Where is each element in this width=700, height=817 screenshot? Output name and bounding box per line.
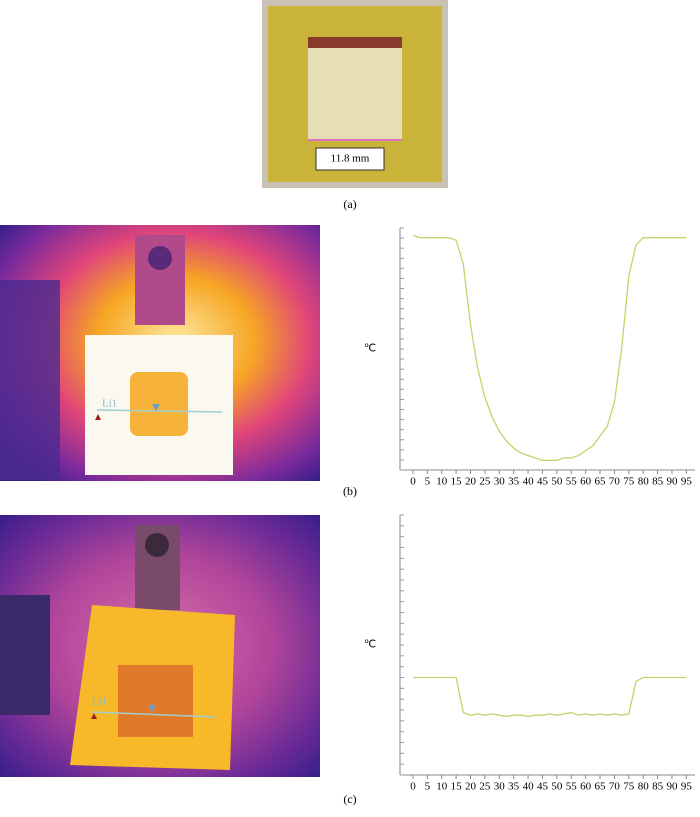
- x-tick-label: 85: [652, 781, 664, 793]
- sample-photo: [262, 0, 448, 188]
- x-tick-label: 85: [652, 476, 664, 488]
- x-tick-label: 15: [451, 781, 463, 793]
- data-line: [412, 676, 687, 718]
- x-tick-label: 70: [609, 781, 621, 793]
- x-tick-label: 0: [410, 781, 416, 793]
- x-tick-label: 95: [681, 476, 693, 488]
- x-tick-label: 0: [410, 476, 416, 488]
- x-tick-label: 5: [425, 476, 431, 488]
- x-tick-label: 5: [425, 781, 431, 793]
- x-tick-label: 40: [523, 781, 535, 793]
- x-tick-label: 10: [436, 476, 448, 488]
- x-tick-label: 20: [465, 781, 477, 793]
- line-label: Li1: [92, 696, 107, 708]
- y-axis-label: ℃: [364, 639, 376, 651]
- chart: 0 5 10 15 20 25 30 35 40 45 50 55 60 65 70 75 80 85 90 95 ℃: [364, 227, 695, 488]
- scale-box: [315, 147, 385, 171]
- x-tick-label: 80: [638, 476, 650, 488]
- x-tick-label: 80: [638, 781, 650, 793]
- x-tick-label: 75: [623, 781, 635, 793]
- x-tick-label: 30: [494, 781, 506, 793]
- x-tick-label: 75: [623, 476, 635, 488]
- x-tick-label: 95: [681, 781, 693, 793]
- x-tick-label: 25: [479, 476, 491, 488]
- x-tick-label: 60: [580, 781, 592, 793]
- thermal-image: [0, 225, 320, 481]
- scale-label: 11.8 mm: [331, 153, 370, 165]
- x-tick-label: 65: [595, 476, 607, 488]
- line-label: Li1: [102, 398, 117, 410]
- x-tick-label: 10: [436, 781, 448, 793]
- x-tick-label: 90: [666, 476, 678, 488]
- x-tick-label: 60: [580, 476, 592, 488]
- caption: (a): [343, 197, 356, 211]
- x-tick-label: 90: [666, 781, 678, 793]
- x-tick-label: 70: [609, 476, 621, 488]
- x-tick-label: 40: [523, 476, 535, 488]
- chart: 0 5 10 15 20 25 30 35 40 45 50 55 60 65 70 75 80 85 90 95 ℃: [364, 514, 695, 793]
- thermal-image: [0, 515, 320, 777]
- x-tick-label: 45: [537, 476, 549, 488]
- x-tick-label: 65: [595, 781, 607, 793]
- x-tick-label: 20: [465, 476, 477, 488]
- x-tick-label: 15: [451, 476, 463, 488]
- x-tick-label: 55: [566, 476, 578, 488]
- data-line: [412, 234, 687, 461]
- x-tick-label: 50: [551, 781, 563, 793]
- y-axis-label: ℃: [364, 343, 376, 355]
- x-tick-label: 45: [537, 781, 549, 793]
- x-tick-label: 30: [494, 476, 506, 488]
- x-tick-label: 35: [508, 781, 520, 793]
- x-tick-label: 55: [566, 781, 578, 793]
- caption: (b): [343, 484, 357, 498]
- caption: (c): [343, 792, 356, 806]
- x-tick-label: 25: [479, 781, 491, 793]
- x-tick-label: 50: [551, 476, 563, 488]
- x-tick-label: 35: [508, 476, 520, 488]
